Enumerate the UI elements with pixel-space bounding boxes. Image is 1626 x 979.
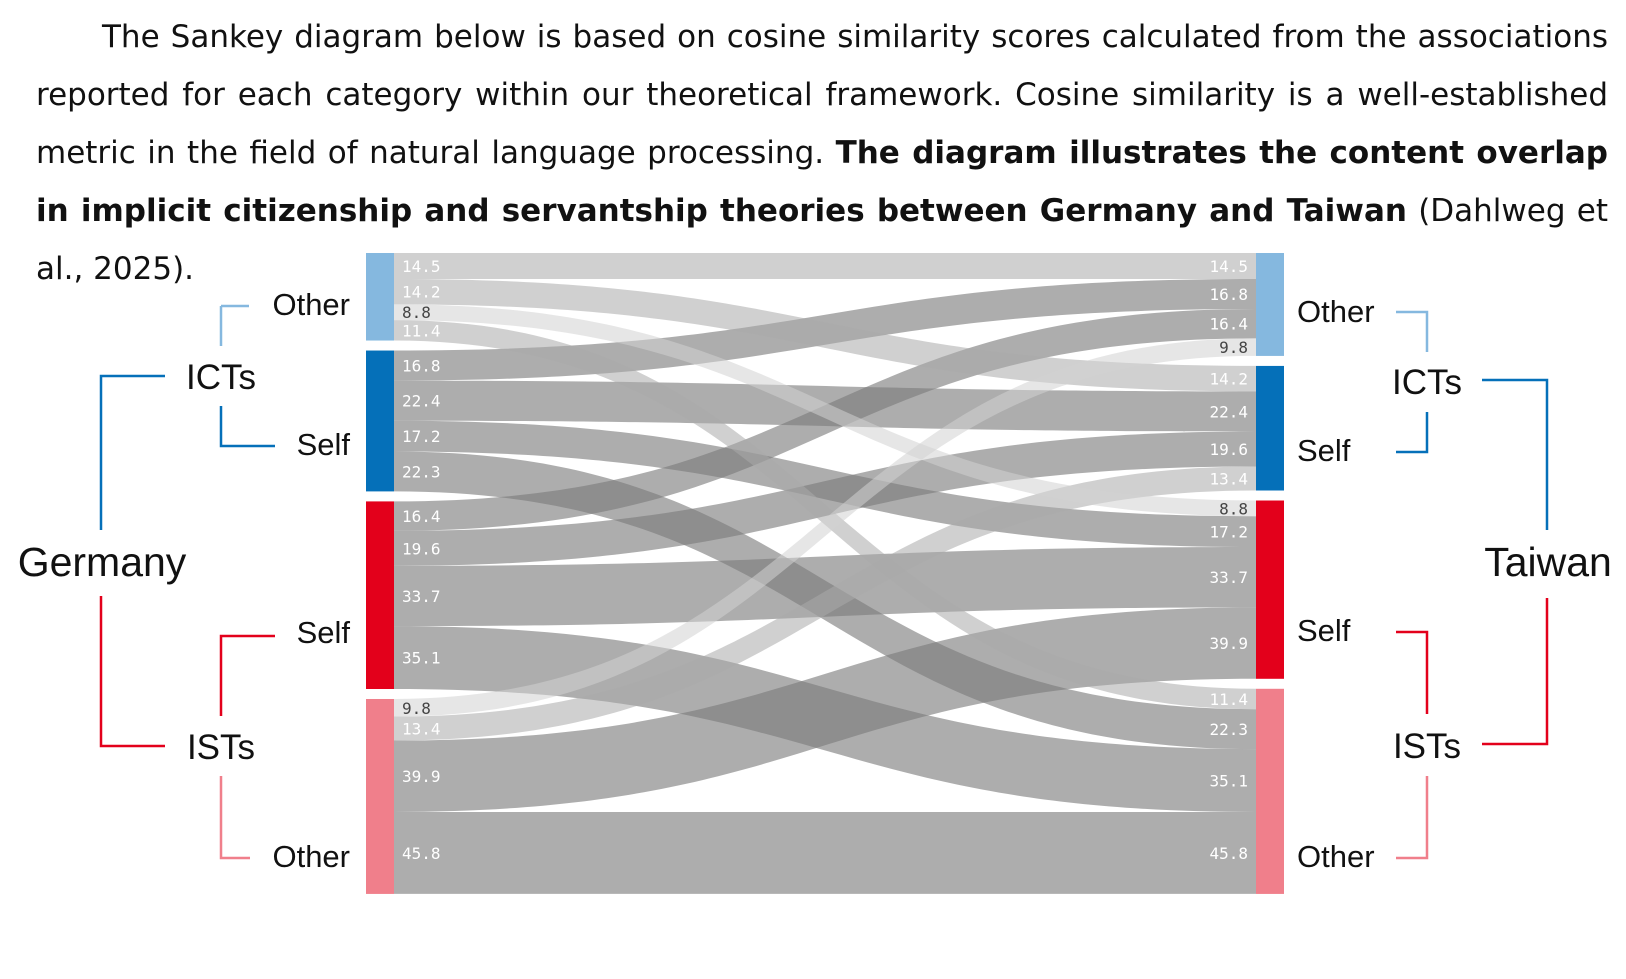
right-value-ict-other-to-ict-self: 14.2 <box>1209 370 1248 389</box>
right-ist-other-label: Other <box>1297 839 1375 874</box>
right-node-ict-other <box>1256 253 1284 356</box>
left-country-label: Germany <box>18 539 187 585</box>
right-value-ict-other-to-ict-other: 14.5 <box>1209 257 1248 276</box>
intro-citation: (Dahlweg et al., 2025). <box>36 193 1609 287</box>
left-value-ist-self-to-ist-self: 33.7 <box>402 587 441 606</box>
right-value-ist-other-to-ict-other: 9.8 <box>1219 338 1248 357</box>
right-value-ist-other-to-ist-self: 39.9 <box>1209 634 1248 653</box>
flow-ict-other-to-ict-other <box>394 253 1256 279</box>
left-country-ist-bracket <box>99 596 165 748</box>
right-value-ict-self-to-ist-other: 22.3 <box>1209 720 1248 739</box>
left-brackets <box>99 304 275 860</box>
left-value-ist-self-to-ist-other: 35.1 <box>402 649 441 668</box>
right-value-ict-self-to-ict-other: 16.8 <box>1209 285 1248 304</box>
left-ist-other-bracket <box>219 776 250 860</box>
right-ist-self-label: Self <box>1297 613 1351 648</box>
right-icts-label: ICTs <box>1392 363 1462 402</box>
left-value-ict-other-to-ict-self: 14.2 <box>402 283 441 302</box>
right-node-ist-other <box>1256 688 1284 894</box>
left-node-ict-other <box>366 253 394 341</box>
node-layer <box>366 253 1284 894</box>
left-value-ist-other-to-ict-other: 9.8 <box>402 699 431 718</box>
left-ist-self-label: Self <box>297 615 351 650</box>
right-value-ist-self-to-ist-self: 33.7 <box>1209 568 1248 587</box>
flow-ist-other-to-ict-other <box>394 338 1256 717</box>
flow-layer <box>394 253 1256 894</box>
left-value-ict-self-to-ict-self: 22.4 <box>402 392 441 411</box>
left-node-ist-other <box>366 698 394 894</box>
left-value-ist-self-to-ict-self: 19.6 <box>402 539 441 558</box>
right-value-ict-self-to-ict-self: 22.4 <box>1209 402 1248 421</box>
right-ict-other-label: Other <box>1297 294 1375 329</box>
left-value-ist-other-to-ist-other: 45.8 <box>402 844 441 863</box>
left-ict-self-label: Self <box>297 427 351 462</box>
right-ists-label: ISTs <box>1393 727 1461 766</box>
left-value-ict-other-to-ist-other: 11.4 <box>402 321 441 340</box>
left-value-ict-self-to-ist-other: 22.3 <box>402 462 441 481</box>
left-node-ist-self <box>366 501 394 689</box>
value-label-layer: 14.5 14.514.214.28.88.811.411.416.816.822… <box>402 257 1248 863</box>
left-ist-self-bracket <box>219 634 275 716</box>
right-node-ict-self <box>1256 365 1284 491</box>
right-country-ist-bracket <box>1482 598 1549 746</box>
left-value-ist-self-to-ict-other: 16.4 <box>402 507 441 526</box>
right-ist-self-bracket <box>1396 630 1429 714</box>
left-country-ict-bracket <box>99 374 165 530</box>
right-value-ist-self-to-ict-other: 16.4 <box>1209 315 1248 334</box>
left-value-ict-other-to-ict-other: 14.5 <box>402 257 441 276</box>
left-ict-self-bracket <box>219 406 275 448</box>
right-value-ist-self-to-ict-self: 19.6 <box>1209 440 1248 459</box>
left-ists-label: ISTs <box>187 728 255 767</box>
right-value-ist-self-to-ist-other: 35.1 <box>1209 772 1248 791</box>
right-ist-other-bracket <box>1396 776 1429 860</box>
right-value-ist-other-to-ict-self: 13.4 <box>1209 470 1248 489</box>
flow-ict-other-to-ict-self <box>394 278 1256 392</box>
intro-text-1: The Sankey diagram below is based on cos… <box>36 19 1608 171</box>
right-ict-self-label: Self <box>1297 433 1351 468</box>
right-brackets <box>1396 310 1549 860</box>
left-value-ict-self-to-ist-self: 17.2 <box>402 427 441 446</box>
right-country-ict-bracket <box>1482 378 1549 530</box>
intro-paragraph: The Sankey diagram below is based on cos… <box>36 8 1608 298</box>
flow-ict-other-to-ist-self <box>394 304 1256 517</box>
left-node-ict-self <box>366 350 394 492</box>
right-value-ist-other-to-ist-other: 45.8 <box>1209 844 1248 863</box>
flow-ist-self-to-ict-other <box>394 309 1256 531</box>
left-ict-other-label: Other <box>272 287 350 322</box>
left-ist-other-label: Other <box>272 839 350 874</box>
flow-ist-other-to-ist-other <box>394 811 1256 894</box>
left-icts-label: ICTs <box>186 358 256 397</box>
flow-ist-other-to-ict-self <box>394 466 1256 741</box>
left-value-ict-other-to-ist-self: 8.8 <box>402 303 431 322</box>
right-country-label: Taiwan <box>1484 539 1612 585</box>
flow-ict-other-to-ist-other <box>394 320 1256 710</box>
right-value-ict-other-to-ist-self: 8.8 <box>1219 499 1248 518</box>
right-ict-self-bracket <box>1396 412 1429 454</box>
right-value-ict-self-to-ist-self: 17.2 <box>1209 523 1248 542</box>
intro-bold-text: The diagram illustrates the content over… <box>36 135 1608 229</box>
left-value-ist-other-to-ist-self: 39.9 <box>402 767 441 786</box>
right-ict-other-bracket <box>1396 310 1429 352</box>
right-value-ict-other-to-ist-other: 11.4 <box>1209 690 1248 709</box>
left-value-ict-self-to-ict-other: 16.8 <box>402 357 441 376</box>
left-value-ist-other-to-ict-self: 13.4 <box>402 720 441 739</box>
right-node-ist-self <box>1256 500 1284 679</box>
